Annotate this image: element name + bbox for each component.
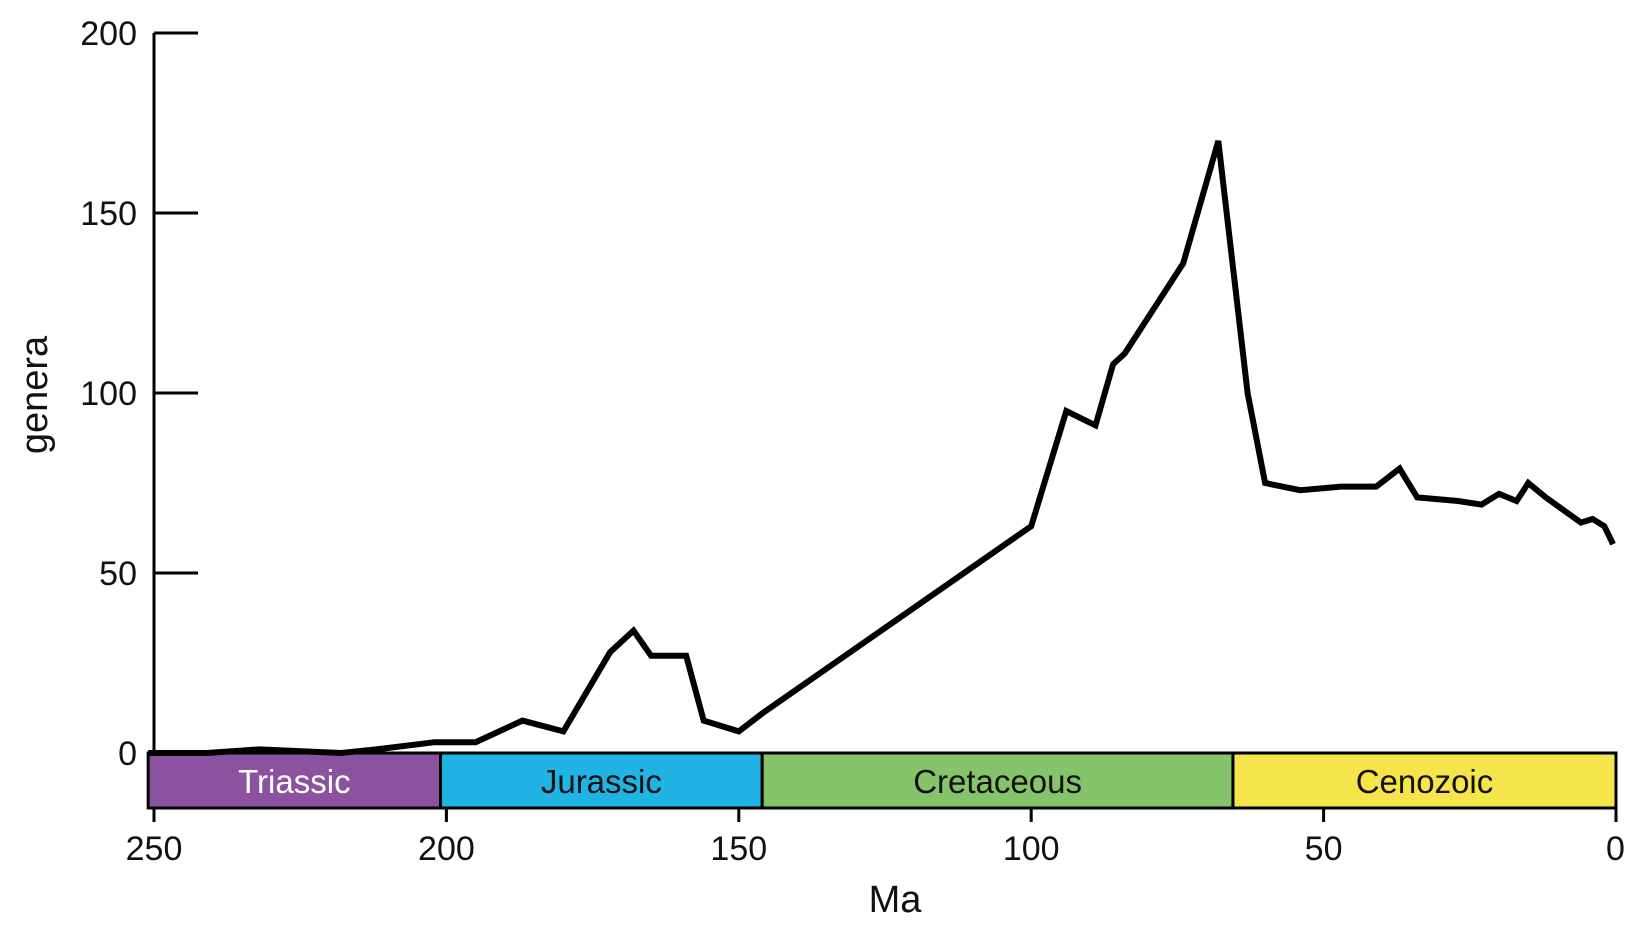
- series-group: [148, 140, 1616, 757]
- x-tick-label: 250: [126, 830, 183, 868]
- y-axis-ticks: 0 50 100 150 200: [80, 15, 198, 773]
- period-bar-group: Triassic Jurassic Cretaceous Cenozoic: [146, 751, 1618, 810]
- period-label-jurassic: Jurassic: [541, 763, 662, 800]
- x-axis-title: Ma: [869, 879, 923, 921]
- period-bar-jurassic: [439, 751, 764, 810]
- period-label-triassic: Triassic: [238, 763, 350, 800]
- x-tick-label: 150: [710, 830, 767, 868]
- period-label-cretaceous: Cretaceous: [913, 763, 1082, 800]
- x-tick-label: 100: [1003, 830, 1060, 868]
- y-tick-label: 200: [80, 15, 137, 53]
- period-bar-triassic: [146, 751, 443, 810]
- y-tick-label: 100: [80, 375, 137, 413]
- x-axis-ticks: 250 200 150 100 50 0: [126, 808, 1625, 868]
- period-bar-cenozoic: [1231, 751, 1618, 810]
- period-bar-cretaceous: [760, 751, 1235, 810]
- y-axis-title: genera: [14, 335, 56, 454]
- y-tick-label: 50: [99, 555, 137, 593]
- x-tick-label: 0: [1606, 830, 1625, 868]
- y-tick-label: 150: [80, 195, 137, 233]
- series-line-0: [148, 140, 1616, 757]
- x-tick-label: 50: [1305, 830, 1343, 868]
- axes: 0 50 100 150 200 250 200 150 100 50 0: [80, 15, 1625, 868]
- y-tick-label: 0: [118, 735, 137, 773]
- period-label-cenozoic: Cenozoic: [1356, 763, 1494, 800]
- x-tick-label: 200: [418, 830, 475, 868]
